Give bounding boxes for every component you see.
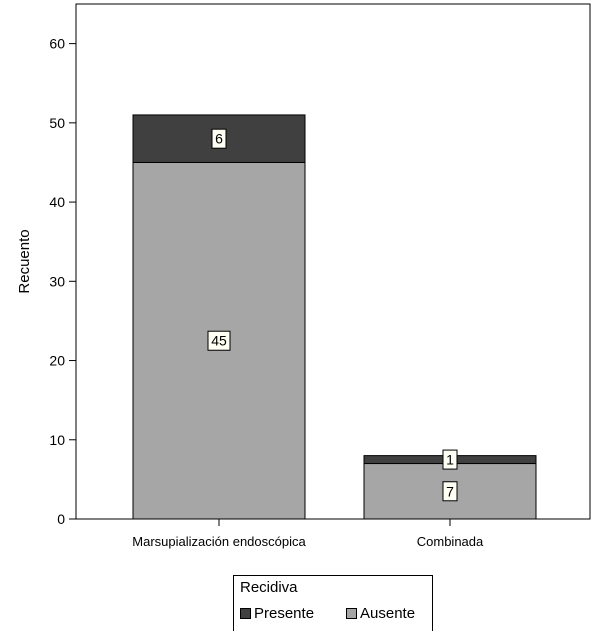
data-label: 45	[211, 333, 227, 349]
data-label-box	[211, 128, 227, 149]
legend-label-ausente: Ausente	[360, 605, 416, 622]
x-tick-label: Combinada	[417, 534, 484, 549]
data-label-box	[442, 481, 458, 502]
data-label-box	[207, 330, 231, 351]
legend-title: Recidiva	[240, 579, 298, 596]
y-tick-label: 0	[57, 511, 65, 527]
plot-frame	[75, 3, 591, 520]
y-tick-label: 20	[49, 353, 65, 369]
legend-item-ausente: Ausente	[346, 605, 415, 622]
legend: Recidiva Presente Ausente	[233, 575, 433, 631]
y-tick-label: 40	[49, 194, 65, 210]
legend-swatch-presente	[240, 608, 251, 619]
y-tick-label: 10	[49, 432, 65, 448]
data-label: 7	[446, 483, 454, 499]
y-axis-label: Recuento	[16, 229, 33, 293]
data-label: 6	[215, 131, 223, 147]
legend-item-presente: Presente	[240, 605, 314, 622]
legend-label-presente: Presente	[254, 605, 315, 622]
y-tick-label: 30	[49, 273, 65, 289]
data-label-box	[442, 449, 458, 470]
x-tick-label: Marsupialización endoscópica	[132, 534, 306, 549]
y-tick-label: 50	[49, 115, 65, 131]
y-tick-label: 60	[49, 36, 65, 52]
data-label: 1	[446, 452, 454, 468]
legend-swatch-ausente	[346, 608, 357, 619]
